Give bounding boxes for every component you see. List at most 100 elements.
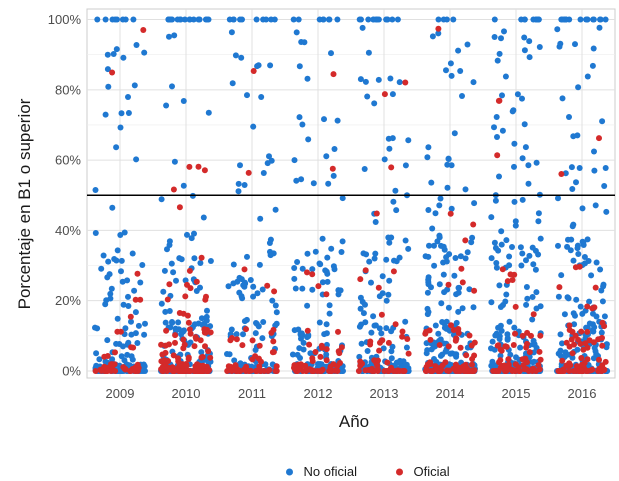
data-point (202, 296, 209, 303)
data-point (447, 60, 454, 67)
data-point (207, 258, 214, 264)
data-point (137, 279, 144, 286)
data-point (357, 276, 364, 283)
data-point (596, 24, 603, 31)
data-point (366, 258, 373, 265)
data-point (383, 325, 390, 332)
data-point (267, 252, 274, 259)
data-point (181, 327, 187, 334)
data-point (312, 248, 319, 255)
legend-key-no-oficial (286, 468, 293, 476)
data-point (318, 361, 325, 368)
data-point (179, 368, 186, 374)
data-point (186, 326, 193, 333)
x-axis-title: Año (339, 412, 369, 431)
data-point (237, 162, 243, 169)
data-point (362, 78, 369, 85)
data-point (501, 362, 508, 369)
data-point (329, 165, 336, 172)
data-point (559, 340, 565, 347)
data-point (519, 155, 526, 162)
data-point (328, 245, 335, 252)
data-point (503, 237, 510, 244)
data-point (180, 182, 187, 189)
data-point (204, 368, 211, 374)
data-point (493, 260, 500, 266)
data-point (371, 255, 378, 262)
data-point (570, 133, 577, 140)
data-point (381, 156, 388, 163)
data-point (496, 97, 503, 104)
data-point (130, 366, 137, 373)
data-point (120, 54, 127, 61)
data-point (503, 291, 510, 298)
data-point (456, 284, 463, 291)
data-point (389, 135, 396, 142)
data-point (273, 309, 280, 316)
data-point (193, 288, 200, 294)
data-point (245, 368, 252, 374)
data-point (139, 262, 146, 268)
data-point (501, 28, 507, 35)
data-point (493, 264, 500, 271)
data-point (444, 367, 451, 374)
data-point (365, 16, 372, 23)
data-point (198, 254, 205, 261)
data-point (491, 124, 497, 131)
data-point (182, 277, 189, 284)
data-point (257, 215, 264, 222)
data-point (197, 337, 204, 344)
data-point (468, 342, 475, 349)
data-point (360, 310, 367, 317)
data-point (601, 183, 608, 189)
data-point (231, 357, 238, 364)
data-point (250, 123, 257, 130)
data-point (537, 332, 544, 339)
data-point (529, 294, 536, 300)
data-point (182, 293, 189, 300)
data-point (488, 255, 495, 262)
data-point (104, 368, 111, 374)
data-point (260, 170, 267, 176)
data-point (532, 266, 539, 273)
data-point (455, 330, 462, 336)
data-point (452, 361, 459, 368)
data-point (432, 322, 439, 329)
data-point (254, 290, 261, 297)
data-point (291, 157, 298, 164)
data-point (526, 349, 533, 356)
data-point (584, 328, 591, 335)
data-point (190, 16, 197, 23)
data-point (438, 242, 444, 249)
data-point (450, 327, 457, 333)
data-point (596, 135, 602, 142)
data-point (160, 288, 167, 295)
data-point (356, 353, 363, 360)
data-point (455, 289, 462, 296)
data-point (444, 184, 451, 191)
data-point (511, 163, 517, 170)
data-point (431, 262, 438, 269)
data-point (263, 16, 270, 23)
data-point (530, 337, 537, 344)
data-point (122, 366, 129, 373)
data-point (166, 33, 172, 40)
data-point (195, 163, 202, 170)
data-point (504, 278, 511, 285)
data-point (402, 237, 409, 244)
data-point (166, 281, 173, 288)
data-point (521, 16, 528, 23)
data-point (201, 167, 208, 174)
data-point (244, 253, 250, 260)
data-point (602, 16, 609, 23)
data-point (511, 324, 518, 331)
data-point (390, 198, 397, 205)
data-point (581, 254, 588, 260)
data-point (525, 180, 532, 187)
data-point (164, 296, 171, 303)
data-point (492, 197, 499, 204)
data-point (393, 207, 400, 214)
data-point (448, 205, 455, 212)
data-point (173, 277, 179, 284)
data-point (448, 162, 455, 169)
